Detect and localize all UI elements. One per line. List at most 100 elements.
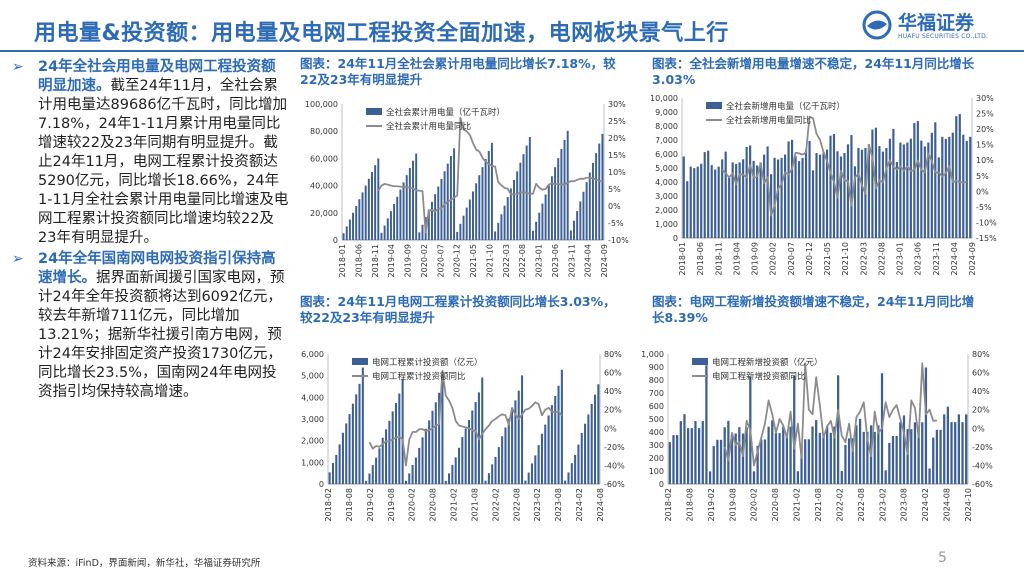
bar bbox=[478, 175, 481, 240]
bar bbox=[381, 437, 384, 484]
bar bbox=[431, 410, 434, 484]
bar bbox=[962, 134, 965, 238]
bar bbox=[895, 436, 898, 484]
y-tick-label-right: 40% bbox=[604, 387, 622, 396]
logo-icon bbox=[862, 10, 892, 40]
bar bbox=[943, 414, 946, 484]
bar bbox=[873, 431, 876, 484]
y-tick-label-right: 20% bbox=[608, 134, 626, 143]
bar bbox=[818, 432, 821, 484]
legend-line-label: 全社会累计用电量同比 bbox=[386, 121, 471, 132]
x-tick-label: 2020-12 bbox=[805, 242, 814, 275]
bar bbox=[734, 433, 737, 484]
bar bbox=[374, 165, 377, 240]
bar bbox=[804, 149, 808, 238]
bar bbox=[745, 146, 748, 238]
bullet-list: ➢ 24年全社会用电量及电网工程投资额明显加速。截至24年11月，全社会累计用电… bbox=[10, 58, 290, 404]
bar bbox=[532, 230, 534, 240]
y-tick-label-right: 80% bbox=[604, 350, 622, 359]
x-tick-label: 2023-01 bbox=[896, 242, 905, 275]
bar bbox=[937, 157, 940, 238]
arrow-icon: ➢ bbox=[12, 251, 24, 267]
y-tick-label-left: 300 bbox=[649, 441, 664, 450]
y-tick-label-right: 20% bbox=[972, 406, 990, 415]
y-tick-label-right: 5% bbox=[976, 172, 989, 181]
bar bbox=[891, 436, 895, 484]
y-tick-label-left: 0 bbox=[319, 480, 324, 489]
x-tick-label: 2022-08 bbox=[857, 488, 866, 521]
bar bbox=[862, 431, 865, 484]
y-tick-label-left: 200 bbox=[649, 454, 664, 463]
bar bbox=[361, 367, 364, 484]
bar bbox=[541, 203, 544, 240]
bar bbox=[576, 211, 579, 240]
y-tick-label-left: 6,000 bbox=[655, 150, 678, 159]
y-tick-label-left: 2,000 bbox=[301, 437, 324, 446]
bar bbox=[528, 136, 531, 240]
bar bbox=[451, 464, 454, 484]
bar bbox=[335, 454, 338, 484]
bar bbox=[484, 480, 487, 484]
bar bbox=[487, 150, 490, 240]
bar bbox=[899, 142, 902, 238]
bar bbox=[490, 142, 493, 240]
bar bbox=[804, 439, 807, 484]
bar bbox=[509, 188, 512, 240]
bullet-item: ➢ 24年全年国南网电网投资指引保持高速增长。据界面新闻援引国家电网，预计24年… bbox=[10, 250, 290, 402]
bar bbox=[686, 428, 690, 484]
x-tick-label: 2024-09 bbox=[600, 244, 609, 277]
bar bbox=[785, 433, 789, 484]
legend-bar-label: 电网工程新增投资额（亿元） bbox=[712, 357, 823, 368]
bullet-heading: 24年全年国南网电网投资指引保持高速增长。 bbox=[38, 251, 276, 286]
bar bbox=[428, 420, 431, 484]
bar bbox=[405, 175, 408, 240]
bar bbox=[577, 444, 580, 484]
bar bbox=[783, 154, 787, 238]
x-tick-label: 2019-04 bbox=[387, 244, 396, 277]
y-tick-label-right: 0% bbox=[604, 424, 617, 433]
bullet-body: 截至24年11月，全社会累计用电量达89686亿千瓦时，同比增加7.18%，24… bbox=[38, 78, 289, 246]
bar bbox=[394, 402, 398, 484]
bar bbox=[742, 159, 745, 238]
x-tick-label: 2024-09 bbox=[968, 242, 977, 275]
bar bbox=[672, 435, 675, 484]
bar bbox=[800, 445, 803, 484]
bar bbox=[487, 473, 490, 484]
bar bbox=[902, 415, 906, 484]
x-tick-label: 2021-02 bbox=[793, 488, 802, 521]
bar bbox=[458, 447, 461, 484]
bar bbox=[847, 438, 851, 484]
bar bbox=[808, 140, 811, 238]
bar bbox=[383, 225, 386, 240]
bar bbox=[881, 151, 884, 238]
y-tick-label-right: 0% bbox=[972, 424, 985, 433]
y-tick-label-right: 5% bbox=[608, 185, 621, 194]
bar bbox=[917, 429, 920, 484]
bar bbox=[860, 149, 864, 238]
bar bbox=[871, 129, 874, 238]
bar bbox=[524, 480, 527, 484]
bar bbox=[475, 183, 478, 240]
bar bbox=[780, 157, 783, 238]
bar bbox=[833, 426, 836, 484]
bar bbox=[707, 150, 710, 238]
bar bbox=[855, 425, 858, 484]
bar bbox=[705, 365, 708, 484]
bar bbox=[771, 420, 774, 484]
bar bbox=[857, 147, 860, 238]
bar bbox=[467, 420, 471, 484]
bar bbox=[484, 159, 487, 240]
legend-line-label: 电网工程新增投资额同比 bbox=[712, 371, 806, 382]
bar bbox=[554, 167, 557, 240]
x-tick-label: 2024-08 bbox=[596, 488, 605, 521]
bar bbox=[342, 233, 345, 240]
bar bbox=[547, 185, 550, 240]
bar bbox=[544, 424, 547, 484]
bar bbox=[365, 480, 368, 484]
bar bbox=[716, 439, 719, 484]
bar bbox=[461, 437, 464, 484]
x-tick-label: 2023-11 bbox=[932, 242, 941, 275]
logo-text-en: HUAFU SECURITIES CO.,LTD. bbox=[898, 33, 989, 40]
bar bbox=[396, 196, 399, 240]
bar bbox=[906, 142, 909, 238]
